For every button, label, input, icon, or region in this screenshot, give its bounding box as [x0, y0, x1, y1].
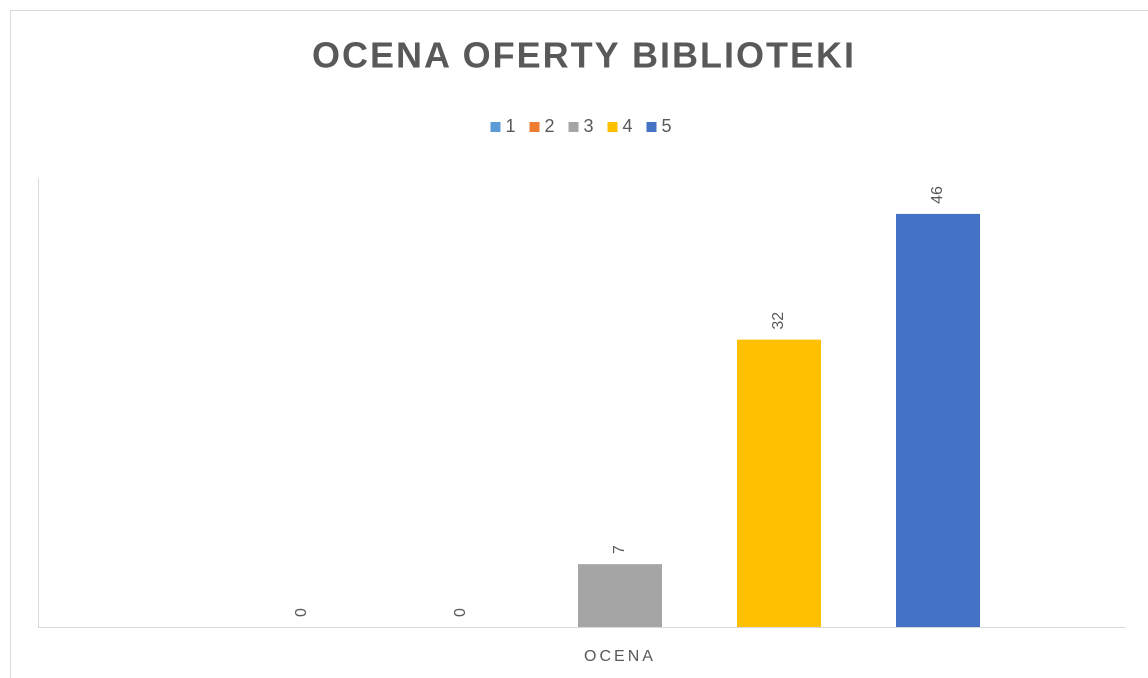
legend-swatch: [568, 122, 579, 132]
data-label: 7: [611, 545, 628, 554]
legend-label: 3: [584, 116, 594, 136]
data-label: 0: [293, 608, 310, 617]
legend-label: 5: [662, 116, 672, 136]
bar: [896, 213, 980, 628]
legend-label: 1: [506, 116, 516, 136]
data-label: 46: [929, 186, 946, 204]
legend-label: 4: [623, 116, 633, 136]
x-tick-label: OCENA: [584, 648, 656, 665]
chart-title: OCENA OFERTY BIBLIOTEKI: [312, 35, 856, 76]
legend-label: 2: [545, 116, 555, 136]
legend-swatch: [490, 122, 501, 132]
legend-swatch: [646, 122, 657, 132]
data-label: 0: [452, 608, 469, 617]
bar: [737, 339, 821, 627]
legend-swatch: [607, 122, 618, 132]
legend-swatch: [529, 122, 540, 132]
data-label: 32: [770, 312, 787, 330]
bar: [578, 564, 662, 627]
